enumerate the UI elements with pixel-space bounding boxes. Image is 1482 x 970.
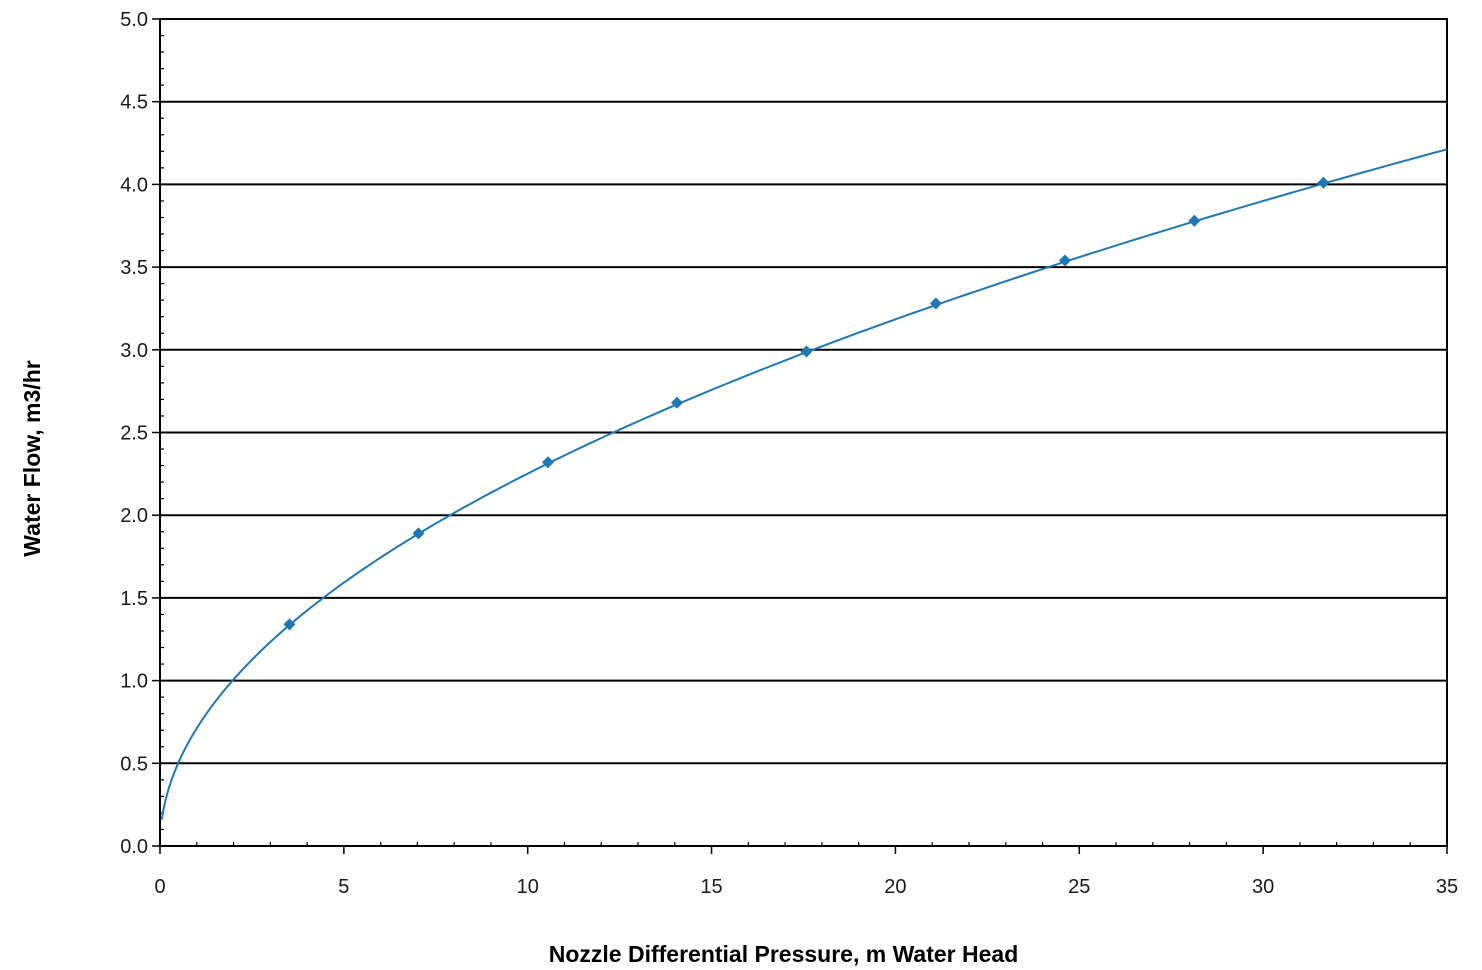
x-tick-label: 25 — [1068, 876, 1090, 898]
x-tick-label: 35 — [1436, 876, 1458, 898]
data-point — [412, 527, 425, 540]
data-point — [800, 345, 813, 358]
y-tick-label: 2.5 — [120, 423, 148, 445]
y-tick-label: 4.0 — [120, 174, 148, 196]
y-tick-label: 0.0 — [120, 836, 148, 858]
data-point — [929, 297, 942, 310]
y-tick-label: 1.5 — [120, 588, 148, 610]
x-tick-label: 10 — [517, 876, 539, 898]
minor-ticks — [160, 34, 1411, 846]
data-point — [541, 456, 554, 469]
y-tick-label: 3.0 — [120, 340, 148, 362]
y-tick-label: 0.5 — [120, 753, 148, 775]
data-points — [283, 176, 1330, 631]
major-ticks — [152, 18, 1448, 854]
x-tick-label: 5 — [338, 876, 349, 898]
y-axis-title: Water Flow, m3/hr — [19, 360, 45, 556]
y-tick-label: 1.0 — [120, 671, 148, 693]
trend-line — [160, 148, 1448, 820]
y-tick-label: 5.0 — [120, 9, 148, 31]
data-point — [1188, 214, 1201, 227]
y-tick-labels: 0.0 0.5 1.0 1.5 2.0 2.5 3.0 3.5 4.0 4.5 5.0 — [120, 9, 148, 858]
x-axis-title: Nozzle Differential Pressure, m Water He… — [549, 941, 1019, 967]
x-tick-label: 15 — [700, 876, 722, 898]
y-tick-label: 4.5 — [120, 92, 148, 114]
x-tick-label: 20 — [884, 876, 906, 898]
x-tick-labels: 0 5 10 15 20 25 30 35 — [154, 876, 1458, 898]
data-point — [671, 396, 684, 409]
data-point — [283, 618, 296, 631]
y-tick-label: 2.0 — [120, 505, 148, 527]
data-point — [1058, 254, 1071, 267]
x-tick-label: 30 — [1252, 876, 1274, 898]
grid-lines — [160, 100, 1447, 765]
y-tick-label: 3.5 — [120, 257, 148, 279]
x-tick-label: 0 — [154, 876, 165, 898]
data-point — [1317, 176, 1330, 189]
